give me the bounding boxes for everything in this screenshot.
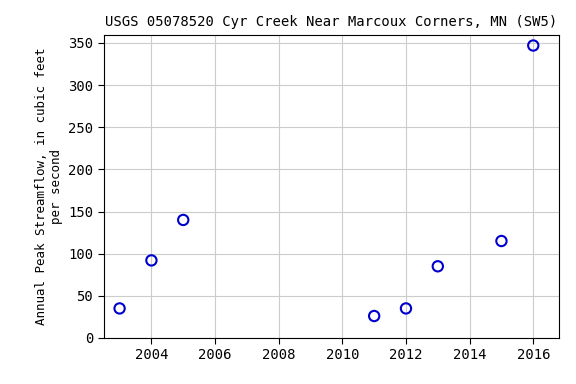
Point — [147, 257, 156, 263]
Title: USGS 05078520 Cyr Creek Near Marcoux Corners, MN (SW5): USGS 05078520 Cyr Creek Near Marcoux Cor… — [105, 15, 558, 29]
Point — [115, 305, 124, 311]
Point — [529, 43, 538, 49]
Point — [433, 263, 442, 269]
Y-axis label: Annual Peak Streamflow, in cubic feet
per second: Annual Peak Streamflow, in cubic feet pe… — [35, 48, 63, 325]
Point — [497, 238, 506, 244]
Point — [179, 217, 188, 223]
Point — [370, 313, 379, 319]
Point — [401, 305, 411, 311]
